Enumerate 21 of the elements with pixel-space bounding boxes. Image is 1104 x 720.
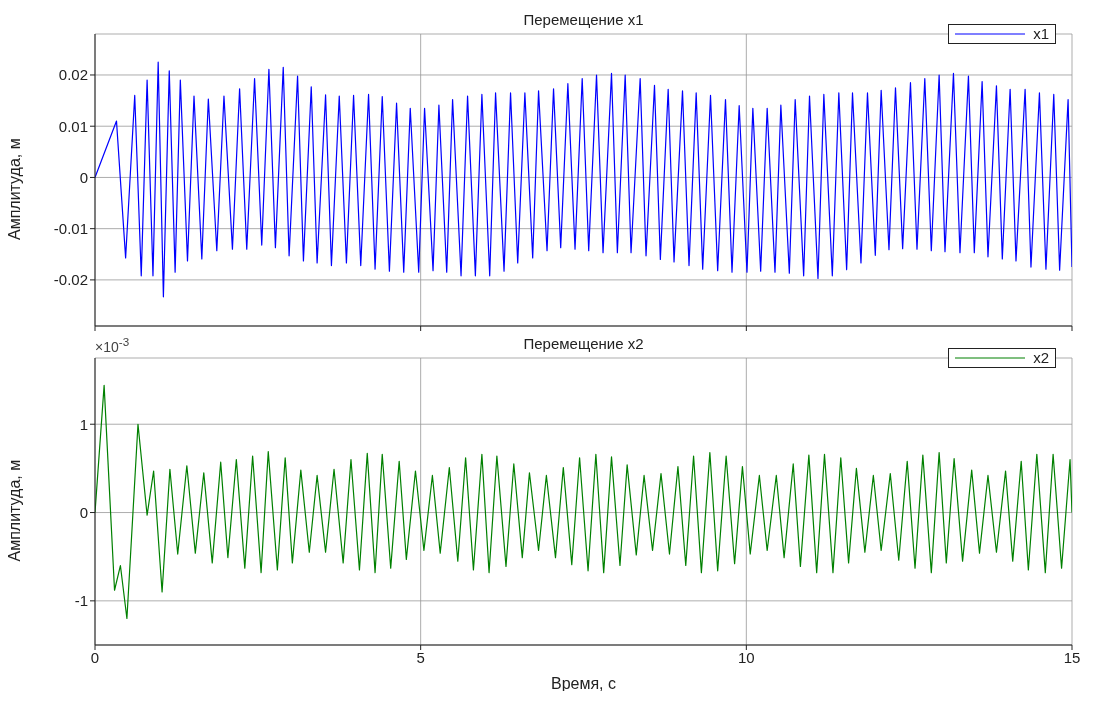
y-tick-label: 0.01: [58, 117, 88, 135]
x-tick-label: 15: [1063, 648, 1081, 666]
y-axis-title: Амплитуда, м: [5, 138, 23, 240]
y-tick-label: -0.01: [53, 219, 88, 237]
y-tick-label: -1: [74, 592, 88, 610]
y-tick-label: -0.02: [53, 271, 88, 289]
y-tick-label: 0.02: [58, 66, 88, 84]
x-tick-label: 10: [737, 648, 755, 666]
x-tick-label: 0: [90, 648, 100, 666]
text: ×10$^{-3}$: [95, 334, 130, 357]
x-tick-label: 5: [416, 648, 425, 666]
chart-title: Перемещение x1: [523, 11, 644, 28]
y-axis-title: Амплитуда, м: [5, 459, 23, 562]
line-series: [95, 61, 1072, 298]
y-tick-label: 0: [79, 168, 88, 186]
legend-label: x2: [1033, 349, 1049, 367]
y-tick-label: 0: [79, 503, 88, 521]
chart-title: Перемещение x2: [523, 335, 644, 352]
legend-label: x1: [1033, 25, 1049, 43]
line-series: [95, 384, 1072, 620]
y-tick-label: 1: [79, 415, 88, 433]
